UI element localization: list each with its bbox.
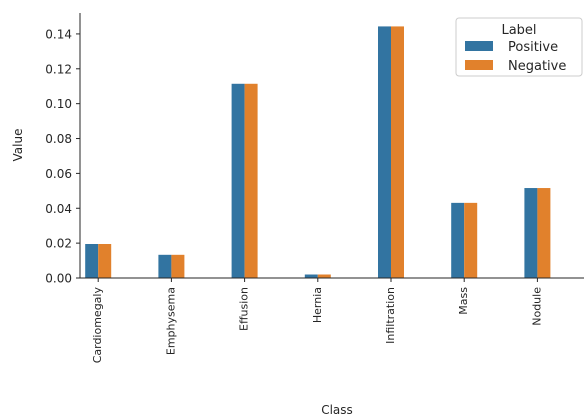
bar-positive-emphysema bbox=[158, 254, 172, 278]
y-tick-label: 0.00 bbox=[45, 272, 72, 286]
bar-layer bbox=[85, 26, 551, 279]
x-tick-layer: Cardiomegaly Emphysema Effusion Hernia Infil… bbox=[91, 278, 543, 364]
x-tick-label: Emphysema bbox=[164, 287, 177, 355]
bar-positive-mass bbox=[451, 202, 465, 278]
y-tick-label: 0.12 bbox=[45, 62, 72, 76]
y-axis-label: Value bbox=[11, 129, 25, 162]
bar-negative-hernia bbox=[317, 274, 331, 278]
legend-title: Label bbox=[501, 23, 536, 38]
y-tick-label: 0.02 bbox=[45, 237, 72, 251]
bar-positive-infiltration bbox=[378, 26, 391, 279]
x-tick-label: Nodule bbox=[530, 287, 543, 326]
y-tick-label: 0.04 bbox=[45, 202, 72, 216]
legend-label-positive: Positive bbox=[508, 40, 558, 55]
x-axis-label: Class bbox=[321, 403, 353, 417]
bar-positive-nodule bbox=[524, 188, 538, 278]
y-tick-label: 0.14 bbox=[45, 27, 72, 41]
bar-negative-emphysema bbox=[171, 254, 185, 278]
bar-negative-effusion bbox=[244, 83, 258, 278]
x-tick-label: Effusion bbox=[238, 287, 251, 331]
bar-negative-cardiomegaly bbox=[98, 244, 112, 278]
x-tick-label: Cardiomegaly bbox=[91, 287, 104, 364]
bar-negative-mass bbox=[464, 202, 478, 278]
y-tick-label: 0.08 bbox=[45, 132, 72, 146]
y-tick-label: 0.06 bbox=[45, 167, 72, 181]
bar-positive-effusion bbox=[231, 83, 245, 278]
bar-negative-nodule bbox=[537, 188, 551, 278]
axes-layer bbox=[79, 13, 584, 279]
legend-swatch-negative bbox=[465, 60, 493, 70]
x-tick-label: Infiltration bbox=[384, 287, 397, 344]
x-tick-label: Hernia bbox=[311, 287, 324, 323]
y-tick-label: 0.10 bbox=[45, 97, 72, 111]
legend-label-negative: Negative bbox=[508, 59, 566, 74]
bar-positive-cardiomegaly bbox=[85, 244, 99, 278]
legend-swatch-positive bbox=[465, 41, 493, 51]
x-tick-label: Mass bbox=[457, 287, 470, 315]
legend: Label Positive Negative bbox=[455, 17, 583, 77]
bar-negative-infiltration bbox=[391, 26, 404, 279]
bar-positive-hernia bbox=[304, 274, 318, 278]
y-tick-layer: 0.00 0.02 0.04 0.06 0.08 0.10 0.12 0.14 bbox=[45, 27, 80, 286]
